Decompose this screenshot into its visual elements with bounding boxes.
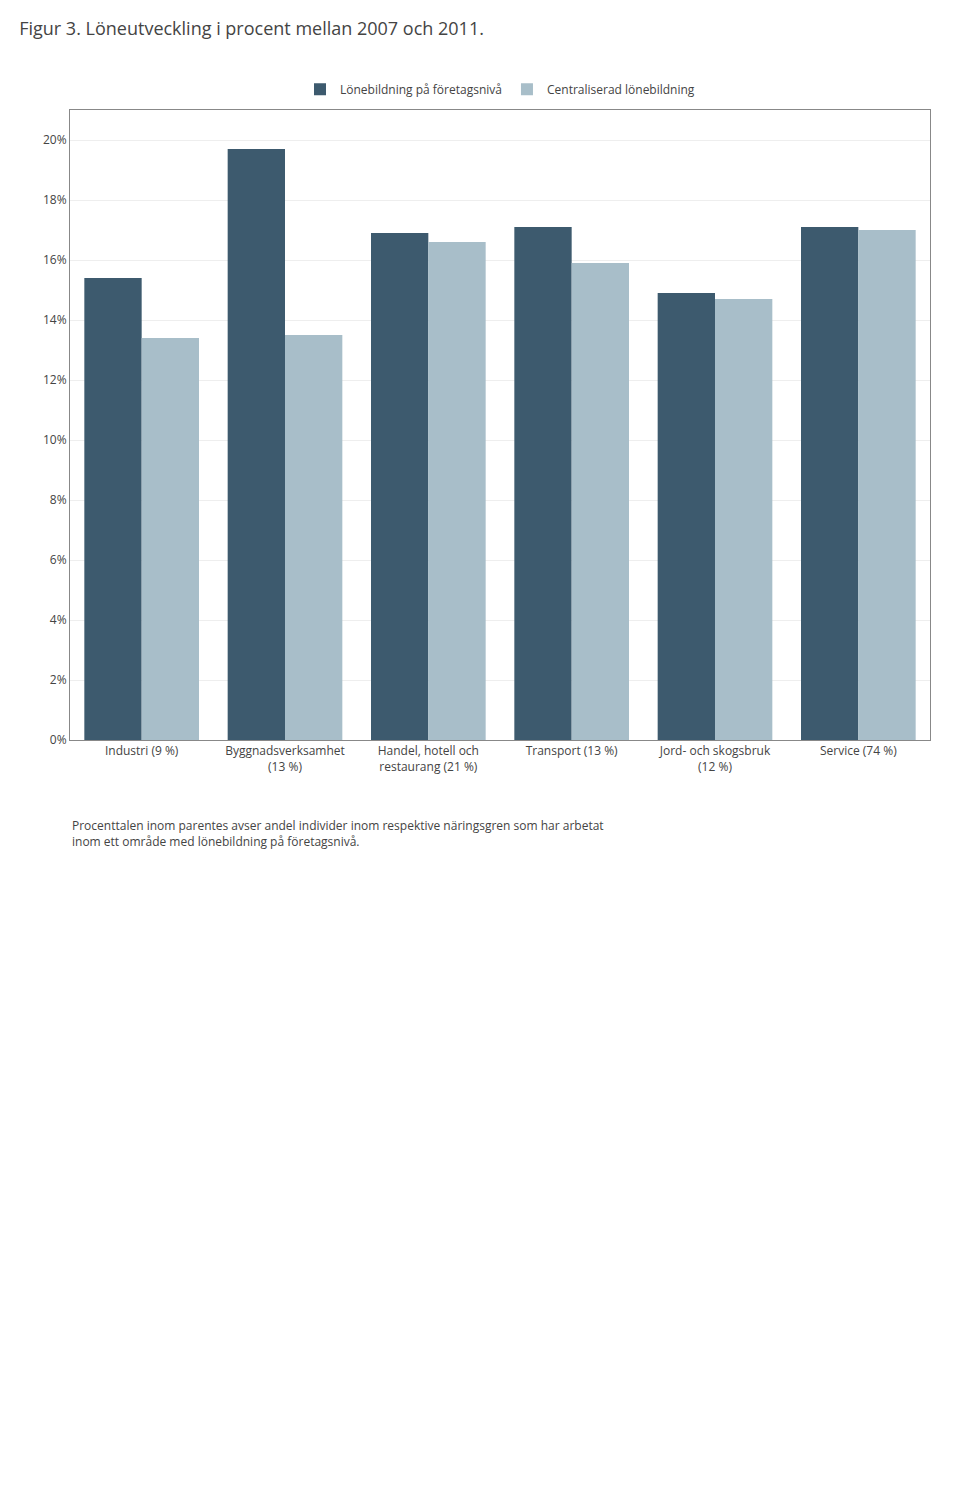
svg-text:14%: 14% xyxy=(43,311,67,328)
svg-text:Industri (9 %): Industri (9 %) xyxy=(105,742,179,759)
svg-text:10%: 10% xyxy=(43,431,67,448)
svg-text:Service (74 %): Service (74 %) xyxy=(820,742,897,759)
svg-text:Procenttalen inom parentes avs: Procenttalen inom parentes avser andel i… xyxy=(72,817,604,850)
svg-text:12%: 12% xyxy=(43,371,67,388)
svg-text:Lönebildning på företagsnivå: Lönebildning på företagsnivå xyxy=(340,81,502,98)
svg-text:Centraliserad lönebildning: Centraliserad lönebildning xyxy=(547,81,695,98)
svg-text:Transport (13 %): Transport (13 %) xyxy=(526,742,618,759)
svg-text:Figur 3. Löneutveckling i proc: Figur 3. Löneutveckling i procent mellan… xyxy=(19,16,484,40)
svg-text:0%: 0% xyxy=(50,731,67,748)
svg-text:4%: 4% xyxy=(50,611,67,628)
svg-text:6%: 6% xyxy=(50,551,67,568)
svg-text:Handel, hotell ochrestaurang (: Handel, hotell ochrestaurang (21 %) xyxy=(378,742,479,775)
svg-text:16%: 16% xyxy=(43,251,67,268)
svg-text:20%: 20% xyxy=(43,131,67,148)
svg-text:Jord- och skogsbruk(12 %): Jord- och skogsbruk(12 %) xyxy=(659,742,771,775)
svg-text:18%: 18% xyxy=(43,191,67,208)
svg-text:Byggnadsverksamhet(13 %): Byggnadsverksamhet(13 %) xyxy=(225,742,345,775)
svg-text:8%: 8% xyxy=(50,491,67,508)
svg-text:2%: 2% xyxy=(50,671,67,688)
